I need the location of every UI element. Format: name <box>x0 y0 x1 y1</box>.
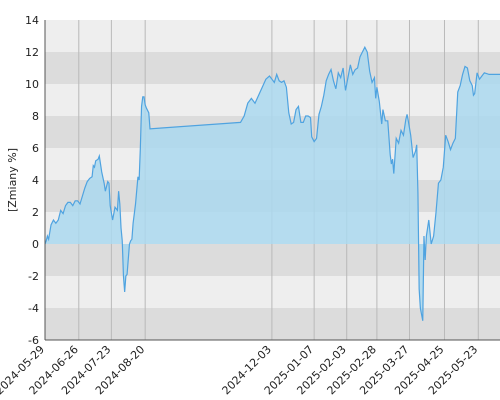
background-band <box>45 244 500 276</box>
y-axis-label: [Zmiany %] <box>6 148 19 212</box>
y-tick-label: 0 <box>32 238 39 251</box>
y-tick-labels: -6 -4 -2 0 2 4 6 8 10 12 14 <box>25 14 39 347</box>
y-tick-label: -2 <box>28 270 39 283</box>
series-line <box>44 45 500 321</box>
y-tick-label: -6 <box>28 334 39 347</box>
y-tick-label: 14 <box>25 14 39 27</box>
background-band <box>45 276 500 308</box>
background-band <box>45 308 500 340</box>
y-tick-label: 4 <box>32 174 39 187</box>
series-area <box>45 47 500 321</box>
background-band <box>45 20 500 52</box>
x-tick-labels: 2024-05-292024-06-262024-07-232024-08-20… <box>0 343 480 397</box>
y-tick-label: 6 <box>32 142 39 155</box>
y-tick-label: 10 <box>25 78 39 91</box>
y-tick-label: 8 <box>32 110 39 123</box>
series-layer <box>44 45 500 321</box>
axes <box>44 20 500 341</box>
y-tick-label: 12 <box>25 46 39 59</box>
y-tick-label: 2 <box>32 206 39 219</box>
background-band <box>45 52 500 84</box>
y-tick-label: -4 <box>28 302 39 315</box>
